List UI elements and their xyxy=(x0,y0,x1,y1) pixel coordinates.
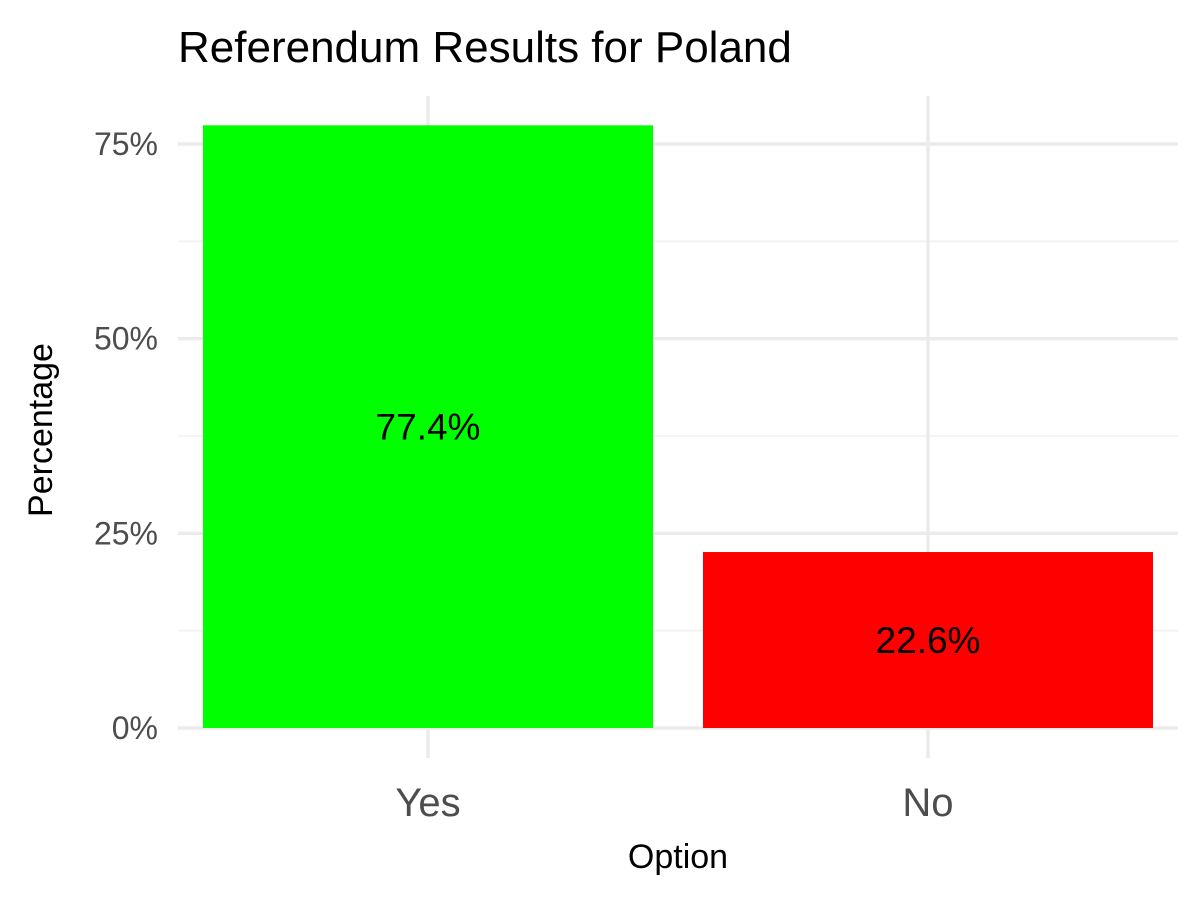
y-tick-label: 50% xyxy=(94,321,158,357)
bar-layer xyxy=(203,125,1153,728)
y-tick-label: 75% xyxy=(94,126,158,162)
x-axis-title: Option xyxy=(628,838,728,876)
data-label-yes: 77.4% xyxy=(376,407,481,448)
chart-title: Referendum Results for Poland xyxy=(178,23,792,72)
bar-no xyxy=(703,552,1153,728)
data-label-layer: 77.4% 22.6% xyxy=(376,407,981,661)
data-label-no: 22.6% xyxy=(876,620,981,661)
y-tick-label: 25% xyxy=(94,515,158,551)
bar-yes xyxy=(203,125,653,728)
x-tick-label: No xyxy=(902,781,953,825)
y-tick-label: 0% xyxy=(112,710,158,746)
y-axis-title: Percentage xyxy=(22,343,60,517)
tick-label-layer: Yes No 0% 25% 50% 75% xyxy=(94,126,954,825)
x-tick-label: Yes xyxy=(395,781,460,825)
